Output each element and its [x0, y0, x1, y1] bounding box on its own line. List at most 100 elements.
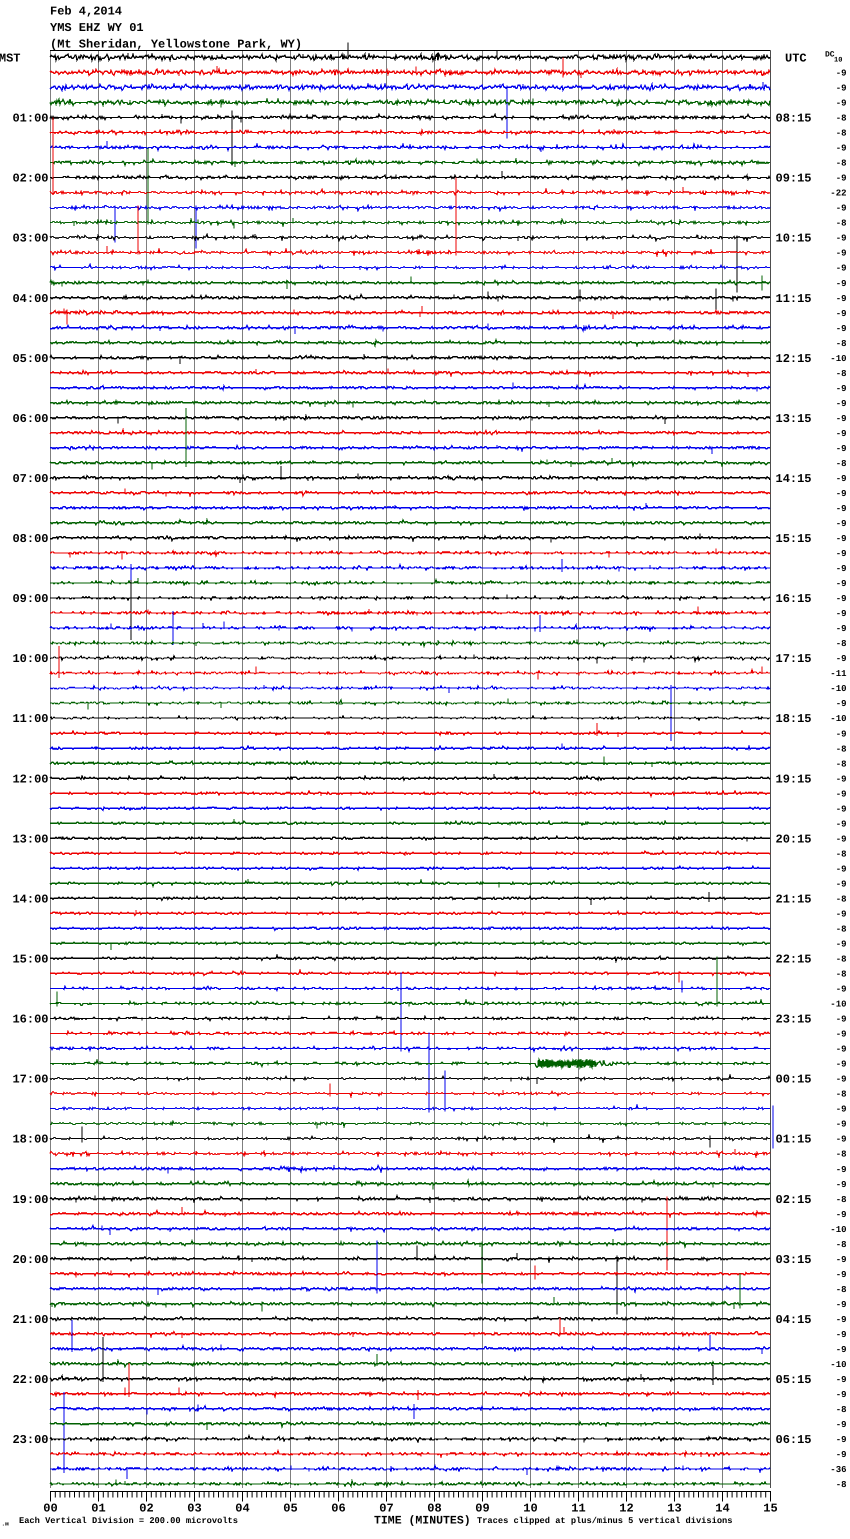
- svg-text:-9: -9: [836, 534, 847, 544]
- svg-text:-9: -9: [836, 879, 847, 889]
- svg-text:-10: -10: [830, 1000, 846, 1010]
- svg-text:-9: -9: [836, 519, 847, 529]
- svg-text:06:00: 06:00: [12, 412, 48, 426]
- svg-text:-9: -9: [836, 834, 847, 844]
- svg-text:15: 15: [763, 1502, 777, 1516]
- svg-text:22:15: 22:15: [776, 953, 812, 967]
- svg-text:-9: -9: [836, 384, 847, 394]
- svg-text:-8: -8: [836, 925, 847, 935]
- svg-text:10:00: 10:00: [12, 652, 48, 666]
- svg-text:-9: -9: [836, 564, 847, 574]
- svg-text:-9: -9: [836, 699, 847, 709]
- svg-text:-9: -9: [836, 1450, 847, 1460]
- svg-text:-8: -8: [836, 639, 847, 649]
- svg-text:-9: -9: [836, 324, 847, 334]
- svg-text:-8: -8: [836, 1480, 847, 1490]
- svg-text:DC: DC: [825, 51, 835, 60]
- svg-text:07:00: 07:00: [12, 472, 48, 486]
- svg-text:MST: MST: [0, 52, 21, 66]
- svg-text:-8: -8: [836, 970, 847, 980]
- svg-text:-9: -9: [836, 1060, 847, 1070]
- svg-text:-8: -8: [836, 1240, 847, 1250]
- svg-text:09:00: 09:00: [12, 592, 48, 606]
- svg-text:18:00: 18:00: [12, 1133, 48, 1147]
- svg-text:-9: -9: [836, 1135, 847, 1145]
- svg-text:.м: .м: [2, 1521, 10, 1528]
- svg-text:04:15: 04:15: [776, 1313, 812, 1327]
- svg-text:18:15: 18:15: [776, 712, 812, 726]
- svg-text:-9: -9: [836, 1330, 847, 1340]
- svg-text:15:00: 15:00: [12, 953, 48, 967]
- svg-text:-9: -9: [836, 594, 847, 604]
- svg-text:19:00: 19:00: [12, 1193, 48, 1207]
- svg-text:-9: -9: [836, 99, 847, 109]
- svg-text:-9: -9: [836, 1120, 847, 1130]
- svg-text:-9: -9: [836, 309, 847, 319]
- svg-text:Feb 4,2014: Feb 4,2014: [50, 5, 122, 19]
- svg-text:08:15: 08:15: [776, 112, 812, 126]
- svg-text:-9: -9: [836, 279, 847, 289]
- svg-text:-10: -10: [830, 1360, 846, 1370]
- svg-text:12:00: 12:00: [12, 772, 48, 786]
- svg-text:05: 05: [283, 1502, 297, 1516]
- svg-text:-9: -9: [836, 864, 847, 874]
- svg-text:-9: -9: [836, 1015, 847, 1025]
- svg-text:02:15: 02:15: [776, 1193, 812, 1207]
- svg-text:-9: -9: [836, 1105, 847, 1115]
- svg-text:-9: -9: [836, 1270, 847, 1280]
- svg-text:-9: -9: [836, 1345, 847, 1355]
- svg-text:-8: -8: [836, 369, 847, 379]
- svg-text:-9: -9: [836, 789, 847, 799]
- svg-text:21:00: 21:00: [12, 1313, 48, 1327]
- svg-text:16:15: 16:15: [776, 592, 812, 606]
- svg-text:-9: -9: [836, 69, 847, 79]
- svg-text:UTC: UTC: [785, 52, 807, 66]
- svg-text:-9: -9: [836, 1315, 847, 1325]
- svg-text:-8: -8: [836, 159, 847, 169]
- svg-text:-9: -9: [836, 1435, 847, 1445]
- svg-text:06: 06: [331, 1502, 345, 1516]
- svg-text:03: 03: [187, 1502, 201, 1516]
- svg-text:12: 12: [619, 1502, 633, 1516]
- svg-text:-8: -8: [836, 1090, 847, 1100]
- svg-text:02: 02: [139, 1502, 153, 1516]
- svg-text:-8: -8: [836, 129, 847, 139]
- svg-text:-8: -8: [836, 895, 847, 905]
- svg-text:-9: -9: [836, 1075, 847, 1085]
- svg-text:-9: -9: [836, 609, 847, 619]
- svg-text:-9: -9: [836, 1390, 847, 1400]
- svg-text:-10: -10: [830, 1225, 846, 1235]
- svg-text:-9: -9: [836, 910, 847, 920]
- svg-text:-9: -9: [836, 579, 847, 589]
- svg-text:14:00: 14:00: [12, 893, 48, 907]
- svg-text:-9: -9: [836, 414, 847, 424]
- svg-text:-9: -9: [836, 1030, 847, 1040]
- svg-text:-9: -9: [836, 174, 847, 184]
- svg-text:-9: -9: [836, 489, 847, 499]
- svg-text:01: 01: [91, 1502, 105, 1516]
- svg-text:-9: -9: [836, 624, 847, 634]
- svg-text:-9: -9: [836, 940, 847, 950]
- svg-text:03:00: 03:00: [12, 232, 48, 246]
- svg-text:04: 04: [235, 1502, 249, 1516]
- svg-text:08: 08: [427, 1502, 441, 1516]
- svg-text:-9: -9: [836, 1180, 847, 1190]
- svg-text:-9: -9: [836, 204, 847, 214]
- svg-text:17:00: 17:00: [12, 1073, 48, 1087]
- svg-text:11:15: 11:15: [776, 292, 812, 306]
- svg-text:-9: -9: [836, 234, 847, 244]
- svg-text:05:00: 05:00: [12, 352, 48, 366]
- svg-text:10: 10: [834, 57, 842, 65]
- svg-text:12:15: 12:15: [776, 352, 812, 366]
- svg-text:-8: -8: [836, 1285, 847, 1295]
- svg-text:-9: -9: [836, 504, 847, 514]
- svg-text:04:00: 04:00: [12, 292, 48, 306]
- svg-text:22:00: 22:00: [12, 1373, 48, 1387]
- svg-text:13:15: 13:15: [776, 412, 812, 426]
- svg-text:-8: -8: [836, 1195, 847, 1205]
- svg-text:-9: -9: [836, 985, 847, 995]
- svg-text:20:00: 20:00: [12, 1253, 48, 1267]
- svg-text:-9: -9: [836, 1255, 847, 1265]
- svg-text:03:15: 03:15: [776, 1253, 812, 1267]
- svg-text:-9: -9: [836, 729, 847, 739]
